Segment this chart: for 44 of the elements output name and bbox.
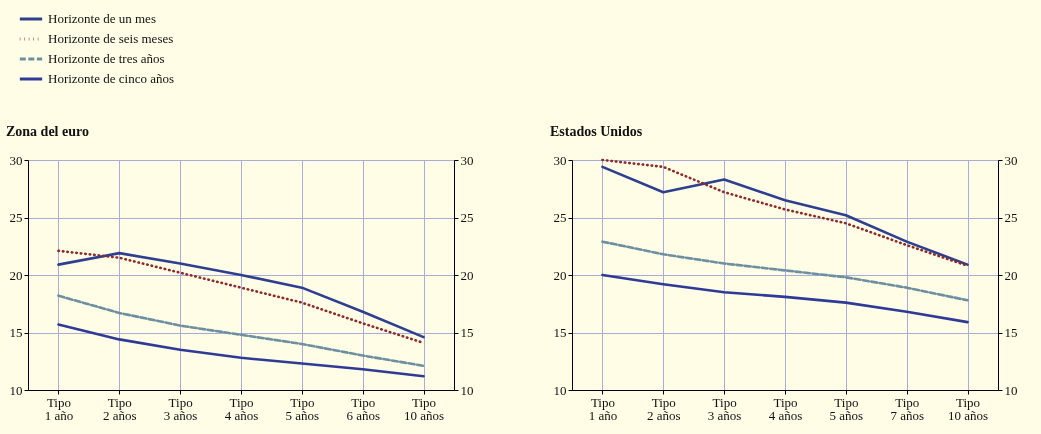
x-tick-label: Tipo 5 años (285, 394, 320, 423)
x-tick-label: Tipo 1 año (44, 394, 74, 423)
y-tick-label: 20 (553, 267, 567, 283)
y-tick-label: 10 (553, 382, 567, 398)
y2-tick-label: 10 (460, 382, 474, 398)
y2-tick-label: 25 (460, 210, 474, 225)
line-series (601, 240, 969, 302)
y-tick-label: 30 (9, 152, 23, 168)
y-tick-label: 25 (553, 210, 567, 225)
x-tick-label: Tipo 1 año (588, 394, 618, 423)
y-tick-label: 15 (9, 325, 23, 340)
y2-tick-label: 15 (1004, 325, 1018, 340)
line-series (601, 273, 969, 324)
y2-tick-label: 10 (1004, 382, 1018, 398)
y2-tick-label: 20 (460, 267, 474, 283)
line-series (57, 323, 425, 378)
x-tick-label: Tipo 2 años (102, 394, 137, 423)
y2-tick-label: 30 (460, 152, 474, 168)
x-tick-label: Tipo 2 años (646, 394, 681, 423)
legend-label: Horizonte de seis meses (48, 31, 174, 46)
x-tick-label: Tipo 7 años (890, 394, 925, 423)
y2-tick-label: 25 (1004, 210, 1018, 225)
y2-tick-label: 30 (1004, 152, 1018, 168)
y2-tick-label: 15 (460, 325, 474, 340)
y-tick-label: 20 (9, 267, 23, 283)
x-tick-label: Tipo 10 años (948, 394, 989, 423)
chart-title: Zona del euro (6, 124, 89, 139)
x-tick-label: Tipo 4 años (224, 394, 259, 423)
x-tick-label: Tipo 3 años (163, 394, 198, 423)
y-tick-label: 15 (553, 325, 567, 340)
x-tick-label: Tipo 10 años (404, 394, 445, 423)
y-tick-label: 30 (553, 152, 567, 168)
y-tick-label: 25 (9, 210, 23, 225)
y2-tick-label: 20 (1004, 267, 1018, 283)
chart-title: Estados Unidos (550, 124, 643, 139)
legend-label: Horizonte de tres años (48, 51, 165, 66)
legend-label: Horizonte de un mes (48, 11, 156, 26)
x-tick-label: Tipo 4 años (768, 394, 803, 423)
y-tick-label: 10 (9, 382, 23, 398)
legend-label: Horizonte de cinco años (48, 71, 174, 86)
line-series (57, 294, 425, 368)
x-tick-label: Tipo 3 años (707, 394, 742, 423)
x-tick-label: Tipo 6 años (346, 394, 381, 423)
x-tick-label: Tipo 5 años (829, 394, 864, 423)
